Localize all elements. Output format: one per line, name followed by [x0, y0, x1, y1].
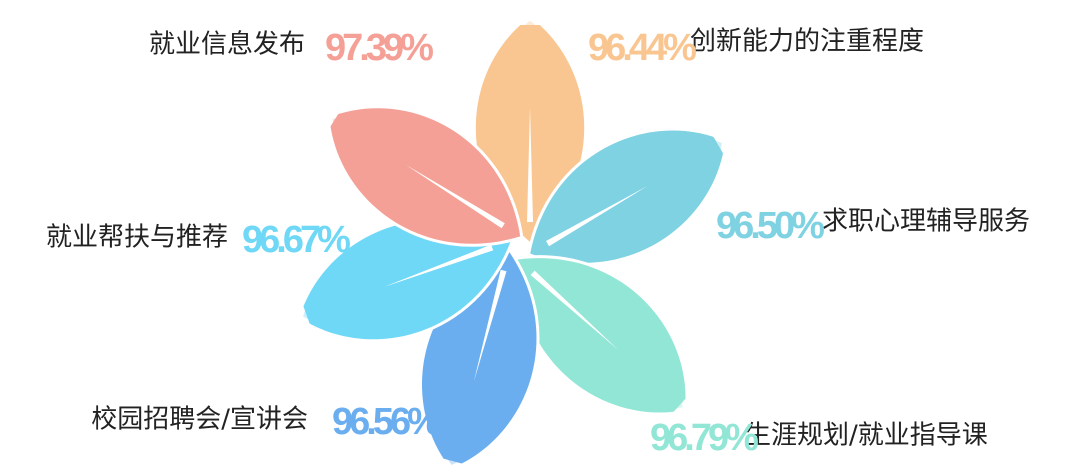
category-label: 就业信息发布 — [149, 30, 305, 60]
value-label: 96.50% — [716, 205, 824, 247]
category-label: 就业帮扶与推荐 — [46, 223, 228, 253]
value-label: 96.79% — [650, 417, 758, 459]
category-label: 生涯规划/就业指导课 — [745, 421, 988, 451]
value-label: 97.39% — [325, 27, 433, 69]
category-label: 求职心理辅导服务 — [822, 207, 1030, 237]
value-label: 96.67% — [242, 219, 350, 261]
category-label: 校园招聘会/宣讲会 — [91, 405, 308, 435]
category-label: 创新能力的注重程度 — [690, 27, 924, 57]
chart: 创新能力的注重程度96.44%求职心理辅导服务96.50%生涯规划/就业指导课9… — [0, 0, 1069, 476]
value-label: 96.44% — [588, 27, 696, 69]
value-label: 96.56% — [332, 401, 440, 443]
page: 创新能力的注重程度96.44%求职心理辅导服务96.50%生涯规划/就业指导课9… — [0, 0, 1069, 476]
